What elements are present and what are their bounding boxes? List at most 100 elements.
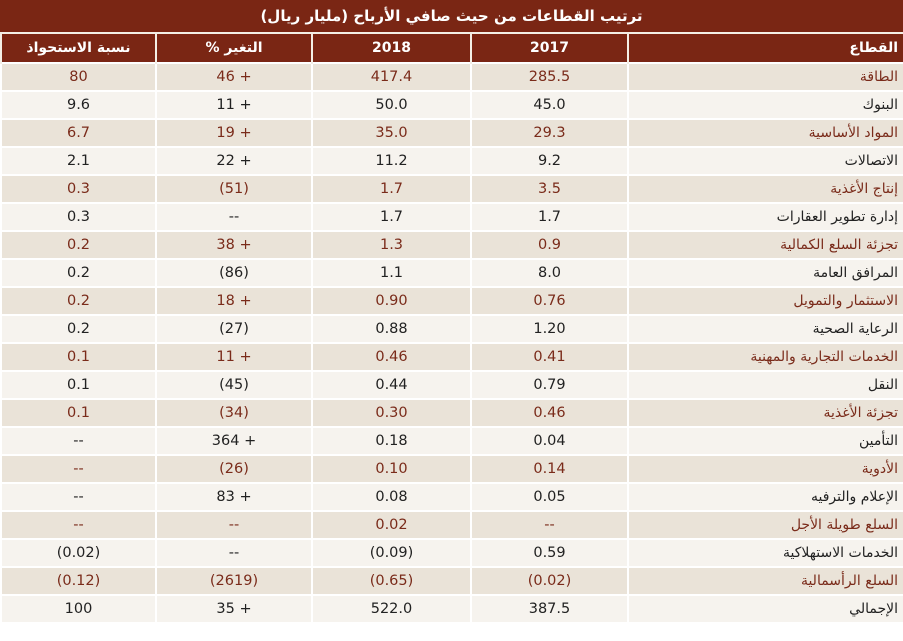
table-row: المواد الأساسية 29.3 35.0 19 +6.7 bbox=[0, 118, 903, 147]
share-pct-cell: -- bbox=[0, 454, 156, 483]
sector-cell: إدارة تطوير العقارات bbox=[627, 202, 903, 231]
value-2017-cell: 3.5 bbox=[470, 174, 628, 203]
total-row: الإجمالي 387.5 522.0 35 +100 bbox=[0, 594, 903, 622]
value-2018-cell: 0.30 bbox=[311, 398, 471, 427]
value-2017-cell: (0.02) bbox=[470, 566, 628, 595]
table-row: الإعلام والترفيه 0.05 0.08 83 + -- bbox=[0, 482, 903, 511]
value-2018-cell: 11.2 bbox=[311, 146, 471, 175]
share-pct-cell: 0.2 bbox=[0, 286, 156, 315]
value-2018-cell: 1.7 bbox=[311, 202, 471, 231]
table-row: البنوك 45.0 50.0 11 +9.6 bbox=[0, 90, 903, 119]
value-2018-cell: 1.1 bbox=[311, 258, 471, 287]
value-2017-cell: 9.2 bbox=[470, 146, 628, 175]
sector-cell: الأدوية bbox=[627, 454, 903, 483]
share-pct-cell: 0.1 bbox=[0, 342, 156, 371]
sector-cell: النقل bbox=[627, 370, 903, 399]
table-row: إدارة تطوير العقارات 1.7 1.7 -- 0.3 bbox=[0, 202, 903, 231]
column-header-2017: 2017 bbox=[470, 34, 628, 63]
value-2017-cell: 0.9 bbox=[470, 230, 628, 259]
sector-cell: المواد الأساسية bbox=[627, 118, 903, 147]
share-pct-cell: -- bbox=[0, 482, 156, 511]
change-pct-cell: 11 + bbox=[155, 342, 312, 371]
sector-cell: البنوك bbox=[627, 90, 903, 119]
table-row: الطاقة 285.5 417.4 46 +80 bbox=[0, 62, 903, 91]
table-row: الاتصالات 9.2 11.2 22 +2.1 bbox=[0, 146, 903, 175]
value-2017-cell: 0.76 bbox=[470, 286, 628, 315]
value-2018-cell: 0.10 bbox=[311, 454, 471, 483]
sector-cell: الخدمات الاستهلاكية bbox=[627, 538, 903, 567]
change-pct-cell: (86) bbox=[155, 258, 312, 287]
sector-profit-table: القطاع 2017 2018 التغير % نسبة الاستحواذ… bbox=[0, 34, 903, 622]
value-2017-cell: -- bbox=[470, 510, 628, 539]
table-row: تجزئة الأغذية 0.46 0.30 (34) 0.1 bbox=[0, 398, 903, 427]
share-pct-cell: 0.2 bbox=[0, 314, 156, 343]
value-2017-cell: 0.04 bbox=[470, 426, 628, 455]
share-pct-cell: 2.1 bbox=[0, 146, 156, 175]
share-pct-cell: 0.2 bbox=[0, 258, 156, 287]
sector-cell: الاتصالات bbox=[627, 146, 903, 175]
share-pct-cell: 0.3 bbox=[0, 174, 156, 203]
share-pct-cell: -- bbox=[0, 510, 156, 539]
value-2017-cell: 45.0 bbox=[470, 90, 628, 119]
value-2018-cell: 0.44 bbox=[311, 370, 471, 399]
column-header-change: التغير % bbox=[155, 34, 312, 63]
change-pct-cell: 22 + bbox=[155, 146, 312, 175]
change-pct-cell: 19 + bbox=[155, 118, 312, 147]
table-row: السلع الرأسمالية (0.02) (0.65) (2619) (0.12) bbox=[0, 566, 903, 595]
column-header-share: نسبة الاستحواذ bbox=[0, 34, 156, 63]
value-2018-cell: 0.88 bbox=[311, 314, 471, 343]
change-pct-cell: 18 + bbox=[155, 286, 312, 315]
value-2017-cell: 0.41 bbox=[470, 342, 628, 371]
value-2017-cell: 285.5 bbox=[470, 62, 628, 91]
value-2018-cell: 0.02 bbox=[311, 510, 471, 539]
share-pct-cell: (0.02) bbox=[0, 538, 156, 567]
sector-cell: الرعاية الصحية bbox=[627, 314, 903, 343]
share-pct-cell: 0.1 bbox=[0, 398, 156, 427]
change-pct-cell: 38 + bbox=[155, 230, 312, 259]
change-pct-cell: (2619) bbox=[155, 566, 312, 595]
value-2017-cell: 8.0 bbox=[470, 258, 628, 287]
column-header-2018: 2018 bbox=[311, 34, 471, 63]
change-pct-cell: 35 + bbox=[155, 594, 312, 622]
sector-cell: المرافق العامة bbox=[627, 258, 903, 287]
sector-cell: السلع الرأسمالية bbox=[627, 566, 903, 595]
value-2018-cell: (0.65) bbox=[311, 566, 471, 595]
sector-cell: الإجمالي bbox=[627, 594, 903, 622]
value-2017-cell: 0.14 bbox=[470, 454, 628, 483]
value-2018-cell: 522.0 bbox=[311, 594, 471, 622]
sector-cell: تجزئة الأغذية bbox=[627, 398, 903, 427]
change-pct-cell: (34) bbox=[155, 398, 312, 427]
share-pct-cell: 9.6 bbox=[0, 90, 156, 119]
table-title: ترتيب القطاعات من حيث صافي الأرباح (مليا… bbox=[0, 0, 903, 34]
change-pct-cell: 11 + bbox=[155, 90, 312, 119]
value-2018-cell: 0.46 bbox=[311, 342, 471, 371]
value-2018-cell: 0.18 bbox=[311, 426, 471, 455]
value-2018-cell: 417.4 bbox=[311, 62, 471, 91]
table-row: الرعاية الصحية 1.20 0.88 (27) 0.2 bbox=[0, 314, 903, 343]
value-2017-cell: 0.46 bbox=[470, 398, 628, 427]
change-pct-cell: (27) bbox=[155, 314, 312, 343]
value-2018-cell: 35.0 bbox=[311, 118, 471, 147]
share-pct-cell: 100 bbox=[0, 594, 156, 622]
change-pct-cell: -- bbox=[155, 538, 312, 567]
sector-cell: التأمين bbox=[627, 426, 903, 455]
value-2018-cell: 0.08 bbox=[311, 482, 471, 511]
table-header-row: القطاع 2017 2018 التغير % نسبة الاستحواذ bbox=[0, 34, 903, 63]
table-row: تجزئة السلع الكمالية 0.9 1.3 38 +0.2 bbox=[0, 230, 903, 259]
change-pct-cell: (51) bbox=[155, 174, 312, 203]
table-row: الاستثمار والتمويل 0.76 0.90 18 +0.2 bbox=[0, 286, 903, 315]
share-pct-cell: 0.1 bbox=[0, 370, 156, 399]
value-2017-cell: 1.7 bbox=[470, 202, 628, 231]
change-pct-cell: 83 + bbox=[155, 482, 312, 511]
sector-cell: إنتاج الأغذية bbox=[627, 174, 903, 203]
value-2018-cell: (0.09) bbox=[311, 538, 471, 567]
value-2018-cell: 1.3 bbox=[311, 230, 471, 259]
sector-cell: تجزئة السلع الكمالية bbox=[627, 230, 903, 259]
share-pct-cell: 0.2 bbox=[0, 230, 156, 259]
sector-profit-table-card: ترتيب القطاعات من حيث صافي الأرباح (مليا… bbox=[0, 0, 903, 622]
table-row: إنتاج الأغذية 3.5 1.7 (51) 0.3 bbox=[0, 174, 903, 203]
value-2017-cell: 29.3 bbox=[470, 118, 628, 147]
value-2017-cell: 0.59 bbox=[470, 538, 628, 567]
value-2018-cell: 0.90 bbox=[311, 286, 471, 315]
change-pct-cell: 46 + bbox=[155, 62, 312, 91]
